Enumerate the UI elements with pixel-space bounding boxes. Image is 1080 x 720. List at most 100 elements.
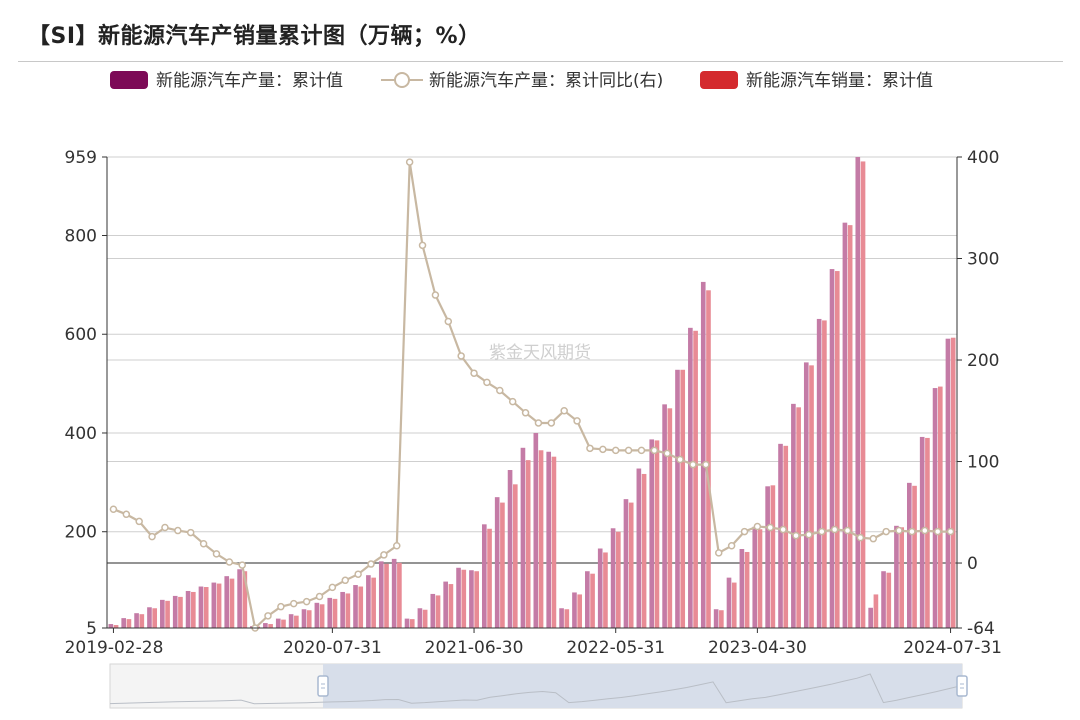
left-tick-label: 200	[65, 523, 97, 543]
sales-bar	[577, 594, 583, 628]
yoy-point	[418, 241, 427, 250]
slider-handle-start[interactable]	[317, 675, 329, 697]
production-bar	[507, 470, 513, 628]
production-bar	[881, 571, 886, 628]
production-bar	[456, 567, 461, 628]
bar-series	[108, 157, 956, 629]
yoy-point	[238, 561, 246, 569]
data-zoom-slider[interactable]	[109, 663, 968, 709]
sales-bar	[796, 407, 801, 628]
production-bar	[288, 614, 294, 628]
yoy-point	[315, 592, 324, 601]
sales-bar	[564, 609, 570, 628]
yoy-point	[444, 317, 453, 326]
yoy-point	[547, 419, 556, 427]
production-bar	[894, 525, 899, 628]
production-bar	[906, 482, 912, 628]
production-bar	[649, 439, 655, 628]
production-bar	[765, 486, 770, 628]
slider-handle-end[interactable]	[956, 675, 968, 697]
production-bar	[404, 618, 410, 628]
right-tick-label: 100	[967, 453, 999, 473]
yoy-point	[792, 531, 800, 540]
slider-sparkline	[109, 673, 963, 705]
sales-bar	[757, 529, 763, 628]
yoy-point	[457, 352, 465, 360]
legend-swatch-marker	[394, 72, 410, 88]
x-tick-label: 2021-06-30	[425, 638, 524, 658]
sales-bar	[126, 619, 132, 628]
sales-bar	[487, 528, 492, 628]
slider-selected-range	[323, 664, 962, 708]
yoy-point	[946, 527, 955, 536]
yoy-point	[405, 158, 414, 166]
sales-bar	[525, 460, 531, 628]
yoy-point	[212, 550, 221, 558]
production-bar	[726, 577, 732, 628]
yoy-point	[650, 446, 659, 455]
production-bar	[494, 497, 500, 628]
yoy-point	[818, 527, 826, 536]
yoy-point	[637, 446, 646, 455]
sales-bar	[873, 594, 879, 628]
sales-bar	[590, 573, 595, 628]
watermark-text: 紫金天风期货	[489, 343, 591, 363]
sales-bar	[242, 571, 248, 628]
yoy-point	[933, 527, 942, 536]
x-tick-label: 2022-05-31	[566, 638, 665, 658]
sales-bar	[216, 583, 222, 628]
yoy-point	[341, 576, 350, 585]
sales-bar	[654, 440, 660, 628]
sales-bar	[731, 582, 737, 628]
production-bar	[739, 549, 745, 628]
sales-bar	[435, 595, 441, 628]
sales-bar	[384, 563, 389, 628]
sales-bar	[603, 552, 608, 628]
yoy-point	[805, 530, 813, 539]
yoy-point	[573, 417, 581, 425]
production-bar	[636, 468, 642, 628]
sales-bar	[500, 502, 505, 628]
legend[interactable]: 新能源汽车产量：累计值 新能源汽车产量：累计同比(右) 新能源汽车销量：累计值	[110, 71, 933, 91]
production-bar	[443, 581, 448, 628]
sales-bar	[693, 330, 698, 628]
production-bar	[610, 528, 616, 628]
sales-bar	[448, 584, 454, 628]
yoy-point	[882, 527, 890, 536]
sales-bar	[281, 619, 286, 628]
yoy-point	[856, 533, 865, 542]
production-bar	[327, 597, 333, 628]
production-bar	[520, 447, 526, 628]
x-tick-label: 2023-04-30	[708, 638, 807, 658]
sales-bar	[886, 572, 892, 628]
production-bar	[688, 327, 693, 628]
x-tick-label: 2020-07-31	[283, 638, 382, 658]
sales-bar	[860, 161, 866, 628]
sales-bar	[229, 578, 235, 628]
sales-bar	[306, 610, 312, 628]
left-tick-label: 400	[65, 424, 97, 444]
sales-bar	[770, 485, 776, 628]
sales-bar	[165, 600, 170, 628]
production-bar	[829, 269, 835, 628]
production-bar	[391, 558, 397, 628]
yoy-point	[663, 449, 671, 458]
legend-swatch-bar	[700, 71, 738, 89]
yoy-point	[380, 551, 388, 559]
yoy-point	[302, 597, 311, 606]
sales-bar	[139, 614, 145, 628]
sales-bar	[178, 596, 183, 628]
production-bar	[559, 608, 564, 628]
sales-bar	[667, 408, 673, 628]
production-bar	[713, 609, 719, 628]
yoy-point	[753, 522, 762, 531]
yoy-point	[921, 526, 929, 535]
production-bar	[932, 388, 938, 628]
production-bar	[546, 451, 552, 628]
yoy-point	[161, 523, 169, 532]
yoy-point	[483, 378, 491, 387]
yoy-point	[766, 523, 775, 532]
production-bar	[237, 569, 242, 628]
sales-bar	[616, 531, 621, 628]
sales-bar	[371, 577, 376, 628]
